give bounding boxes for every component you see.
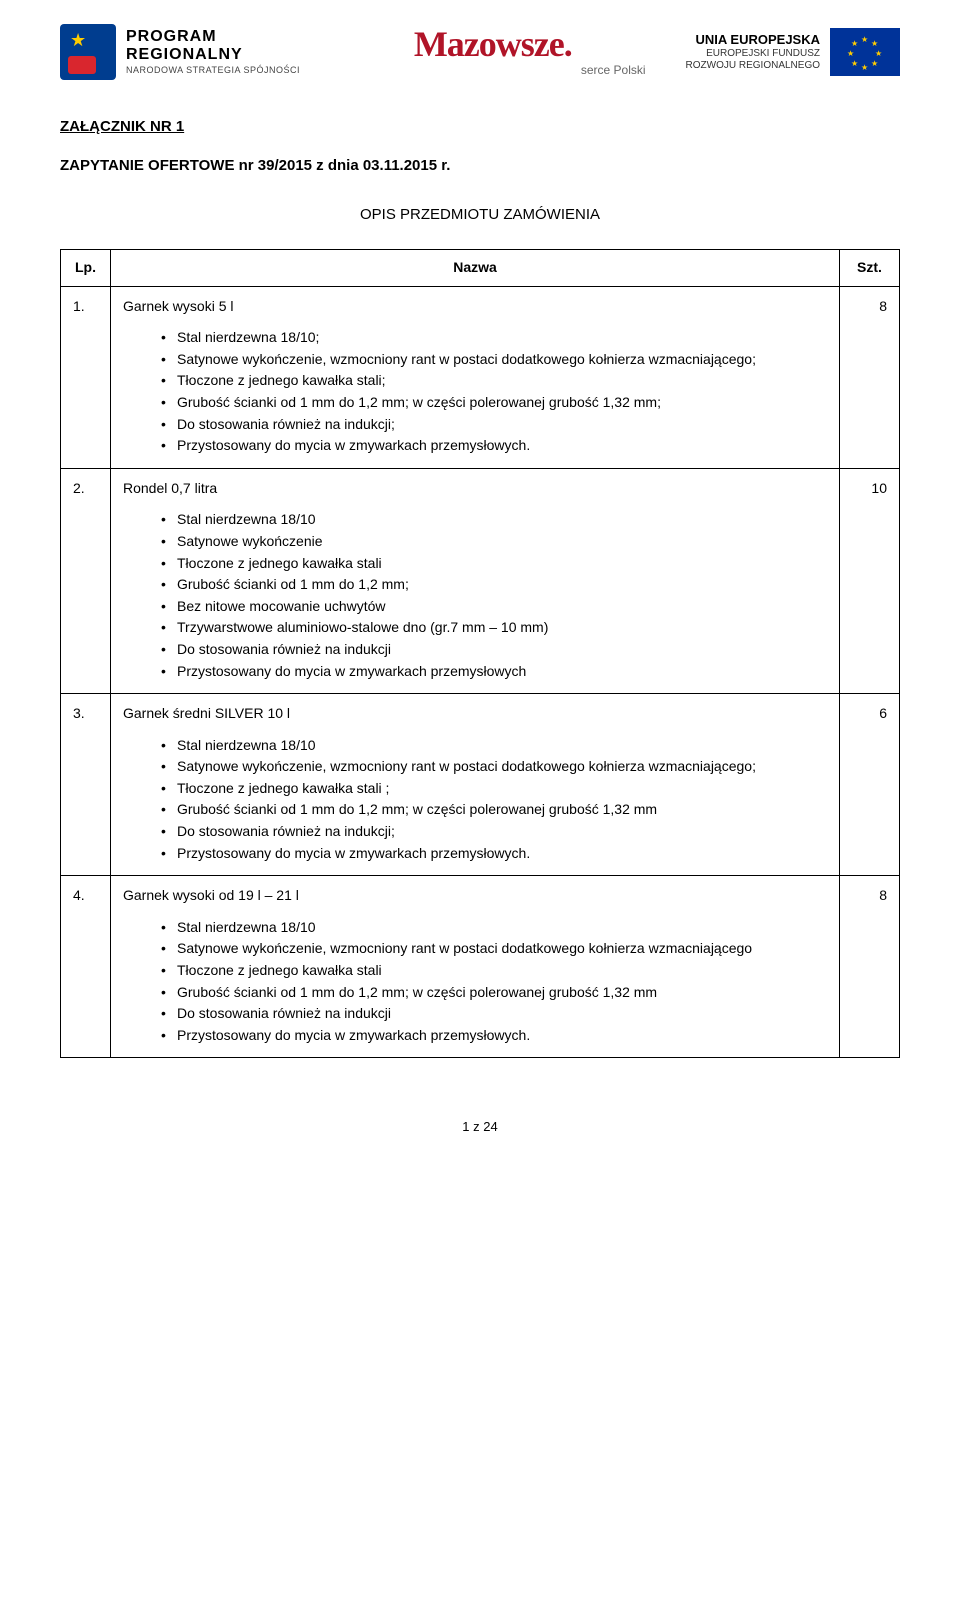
spec-item: Grubość ścianki od 1 mm do 1,2 mm; w czę… [161, 393, 827, 413]
spec-list: Stal nierdzewna 18/10Satynowe wykończeni… [123, 918, 827, 1046]
spec-item: Satynowe wykończenie, wzmocniony rant w … [161, 939, 827, 959]
item-title: Garnek wysoki 5 l [123, 297, 827, 317]
col-name: Nazwa [111, 250, 840, 287]
spec-item: Stal nierdzewna 18/10 [161, 918, 827, 938]
cell-qty: 8 [840, 876, 900, 1058]
spec-item: Grubość ścianki od 1 mm do 1,2 mm; w czę… [161, 800, 827, 820]
attachment-title: ZAŁĄCZNIK NR 1 [60, 116, 900, 137]
spec-list: Stal nierdzewna 18/10;Satynowe wykończen… [123, 328, 827, 456]
logo-left-line2: REGIONALNY [126, 46, 300, 64]
spec-item: Do stosowania również na indukcji; [161, 415, 827, 435]
cell-name: Garnek wysoki 5 l Stal nierdzewna 18/10;S… [111, 286, 840, 468]
spec-item: Satynowe wykończenie, wzmocniony rant w … [161, 350, 827, 370]
col-lp: Lp. [61, 250, 111, 287]
spec-item: Grubość ścianki od 1 mm do 1,2 mm; w czę… [161, 983, 827, 1003]
spec-item: Przystosowany do mycia w zmywarkach prze… [161, 662, 827, 682]
cell-name: Garnek średni SILVER 10 l Stal nierdzewna… [111, 694, 840, 876]
item-title: Rondel 0,7 litra [123, 479, 827, 499]
logo-eu: UNIA EUROPEJSKA EUROPEJSKI FUNDUSZ ROZWO… [686, 28, 900, 76]
specification-table: Lp. Nazwa Szt. 1. Garnek wysoki 5 l Stal n… [60, 249, 900, 1058]
spec-item: Tłoczone z jednego kawałka stali [161, 554, 827, 574]
logo-eu-line2: EUROPEJSKI FUNDUSZ [686, 48, 820, 60]
spec-list: Stal nierdzewna 18/10Satynowe wykończeni… [123, 510, 827, 681]
cell-name: Rondel 0,7 litra Stal nierdzewna 18/10Sat… [111, 468, 840, 693]
cell-qty: 6 [840, 694, 900, 876]
logo-program-regionalny: PROGRAM REGIONALNY NARODOWA STRATEGIA SP… [60, 24, 300, 80]
spec-item: Trzywarstwowe aluminiowo-stalowe dno (gr… [161, 618, 827, 638]
spec-item: Stal nierdzewna 18/10 [161, 736, 827, 756]
program-regionalny-text: PROGRAM REGIONALNY NARODOWA STRATEGIA SP… [126, 28, 300, 75]
spec-item: Przystosowany do mycia w zmywarkach prze… [161, 844, 827, 864]
section-title: OPIS PRZEDMIOTU ZAMÓWIENIA [60, 204, 900, 225]
logo-eu-text: UNIA EUROPEJSKA EUROPEJSKI FUNDUSZ ROZWO… [686, 32, 820, 72]
spec-item: Stal nierdzewna 18/10 [161, 510, 827, 530]
item-title: Garnek wysoki od 19 l – 21 l [123, 886, 827, 906]
spec-item: Tłoczone z jednego kawałka stali ; [161, 779, 827, 799]
cell-lp: 4. [61, 876, 111, 1058]
col-qty: Szt. [840, 250, 900, 287]
spec-item: Tłoczone z jednego kawałka stali [161, 961, 827, 981]
spec-item: Bez nitowe mocowanie uchwytów [161, 597, 827, 617]
page-footer: 1 z 24 [60, 1118, 900, 1136]
cell-name: Garnek wysoki od 19 l – 21 l Stal nierdze… [111, 876, 840, 1058]
header-logos: PROGRAM REGIONALNY NARODOWA STRATEGIA SP… [60, 24, 900, 80]
query-title: ZAPYTANIE OFERTOWE nr 39/2015 z dnia 03.… [60, 155, 900, 176]
spec-item: Przystosowany do mycia w zmywarkach prze… [161, 1026, 827, 1046]
item-title: Garnek średni SILVER 10 l [123, 704, 827, 724]
logo-mazowsze-sub: serce Polski [320, 62, 666, 79]
spec-item: Satynowe wykończenie, wzmocniony rant w … [161, 757, 827, 777]
table-row: 3. Garnek średni SILVER 10 l Stal nierdzew… [61, 694, 900, 876]
logo-left-line3: NARODOWA STRATEGIA SPÓJNOŚCI [126, 66, 300, 76]
program-regionalny-icon [60, 24, 116, 80]
logo-left-line1: PROGRAM [126, 28, 300, 46]
table-row: 1. Garnek wysoki 5 l Stal nierdzewna 18/10… [61, 286, 900, 468]
logo-eu-line3: ROZWOJU REGIONALNEGO [686, 60, 820, 72]
cell-lp: 3. [61, 694, 111, 876]
logo-eu-line1: UNIA EUROPEJSKA [686, 32, 820, 48]
spec-item: Grubość ścianki od 1 mm do 1,2 mm; [161, 575, 827, 595]
table-header-row: Lp. Nazwa Szt. [61, 250, 900, 287]
spec-item: Przystosowany do mycia w zmywarkach prze… [161, 436, 827, 456]
table-row: 2. Rondel 0,7 litra Stal nierdzewna 18/10S… [61, 468, 900, 693]
logo-mazowsze-main: Mazowsze. [320, 26, 666, 62]
spec-item: Do stosowania również na indukcji [161, 1004, 827, 1024]
spec-item: Tłoczone z jednego kawałka stali; [161, 371, 827, 391]
cell-qty: 10 [840, 468, 900, 693]
eu-flag-icon: ★ ★ ★ ★ ★ ★ ★ ★ [830, 28, 900, 76]
cell-lp: 2. [61, 468, 111, 693]
logo-mazowsze: Mazowsze. serce Polski [320, 26, 666, 79]
cell-lp: 1. [61, 286, 111, 468]
spec-item: Satynowe wykończenie [161, 532, 827, 552]
spec-item: Do stosowania również na indukcji; [161, 822, 827, 842]
spec-item: Do stosowania również na indukcji [161, 640, 827, 660]
table-row: 4. Garnek wysoki od 19 l – 21 l Stal nierd… [61, 876, 900, 1058]
spec-list: Stal nierdzewna 18/10Satynowe wykończeni… [123, 736, 827, 864]
cell-qty: 8 [840, 286, 900, 468]
spec-item: Stal nierdzewna 18/10; [161, 328, 827, 348]
